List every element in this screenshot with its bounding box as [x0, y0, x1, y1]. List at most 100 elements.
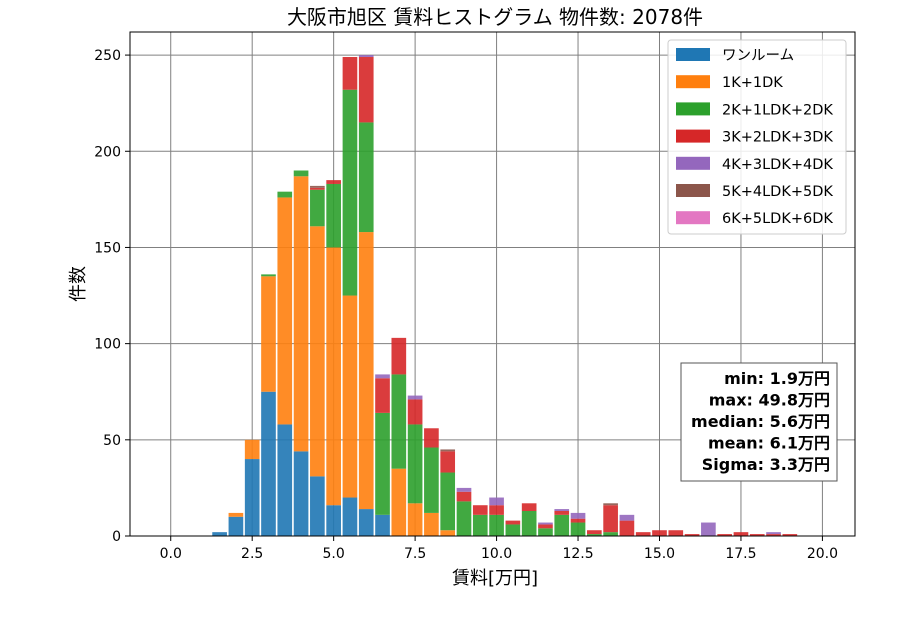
bar-segment [326, 183, 341, 248]
x-axis-label: 賃料[万円] [452, 568, 538, 589]
bar-segment [310, 189, 325, 227]
bar-segment [489, 497, 504, 506]
x-tick-label: 20.0 [807, 546, 838, 562]
bar-segment [342, 57, 358, 90]
bar-segment [554, 509, 570, 511]
stats-line: median: 5.6万円 [691, 412, 830, 431]
bar-segment [668, 530, 684, 536]
bar-segment [342, 497, 358, 536]
bar-segment [619, 520, 635, 536]
x-tick-label: 7.5 [404, 546, 426, 562]
bar-segment [293, 170, 309, 177]
bar-segment [782, 534, 798, 536]
bar-segment [261, 276, 276, 392]
chart-title: 大阪市旭区 賃料ヒストグラム 物件数: 2078件 [287, 5, 703, 29]
bar-segment [603, 503, 618, 506]
bar-segment [570, 512, 586, 519]
bar-segment [456, 491, 472, 502]
y-tick-label: 200 [94, 144, 121, 160]
y-tick-label: 150 [94, 240, 121, 256]
legend-label: ワンルーム [722, 48, 794, 64]
x-tick-label: 2.5 [241, 546, 263, 562]
bar-segment [505, 520, 521, 525]
bar-segment [391, 374, 407, 469]
bar-segment [375, 374, 390, 379]
y-tick-label: 250 [94, 48, 121, 64]
bar-segment [456, 487, 472, 492]
bar-segment [277, 197, 293, 425]
bar-segment [326, 505, 341, 536]
y-axis-label: 件数 [68, 266, 89, 302]
bar-segment [261, 391, 276, 536]
bar-segment [244, 439, 260, 460]
bar-segment [538, 522, 553, 525]
bar-segment [538, 524, 553, 529]
legend: ワンルーム 1K+1DK 2K+1LDK+2DK 3K+2LDK+3DK 4K+3LDK… [667, 39, 847, 235]
x-tick-label: 12.5 [562, 546, 593, 562]
stats-line: max: 49.8万円 [709, 391, 830, 410]
bar-segment [472, 514, 488, 536]
bar-segment [358, 122, 374, 233]
bar-segment [358, 55, 374, 58]
bar-segment [766, 532, 781, 535]
stats-frame [680, 362, 838, 482]
bar-segment [310, 476, 325, 536]
x-tick-label: 15.0 [644, 546, 675, 562]
stats-line: min: 1.9万円 [724, 369, 830, 388]
bar-segment [603, 532, 618, 536]
y-tick-label: 0 [112, 529, 121, 545]
legend-label: 4K+3LDK+4DK [722, 157, 833, 173]
bar-segment [407, 424, 423, 504]
bar-segment [733, 532, 749, 536]
bar-segment [277, 191, 293, 198]
bar-segment [277, 424, 293, 536]
bar-segment [244, 459, 260, 536]
bar-segment [228, 512, 244, 517]
bar-segment [684, 534, 700, 536]
bar-segment [489, 514, 504, 536]
bar-segment [749, 534, 765, 536]
bar-segment [570, 518, 586, 523]
bar-segment [635, 532, 651, 536]
bar-segment [603, 505, 618, 533]
bar-segment [212, 532, 227, 536]
legend-swatch [676, 48, 710, 61]
bar-segment [586, 530, 602, 535]
bar-segment [440, 530, 456, 536]
bar-segment [358, 509, 374, 536]
bar-segment [440, 472, 456, 531]
bar-segment [489, 505, 504, 515]
bar-segment [310, 185, 325, 188]
bar-segment [456, 501, 472, 536]
bar-segment [310, 187, 325, 190]
bar-segment [358, 57, 374, 123]
bar-segment [358, 232, 374, 510]
bar-segment [538, 528, 553, 536]
bars-layer [212, 55, 798, 536]
x-tick-label: 17.5 [725, 546, 756, 562]
y-tick-label: 50 [103, 433, 121, 449]
stats-line: Sigma: 3.3万円 [702, 455, 830, 474]
bar-segment [407, 503, 423, 536]
bar-segment [766, 534, 781, 536]
x-tick-label: 5.0 [323, 546, 345, 562]
stats-line: mean: 6.1万円 [708, 434, 830, 453]
bar-segment [619, 514, 635, 521]
bar-segment [326, 247, 341, 506]
bar-segment [521, 510, 537, 536]
bar-segment [407, 399, 423, 425]
legend-label: 6K+5LDK+6DK [722, 211, 833, 227]
bar-segment [293, 451, 309, 536]
bar-segment [701, 522, 716, 536]
bar-segment [342, 89, 358, 296]
ticks-layer: 0.0 2.5 5.0 7.5 10.0 12.5 15.0 17.5 20.0 0 50 100 15… [94, 48, 838, 562]
bar-segment [521, 503, 537, 511]
bar-segment [342, 295, 358, 498]
bar-segment [326, 180, 341, 184]
bar-segment [505, 524, 521, 536]
bar-segment [472, 505, 488, 515]
bar-segment [440, 451, 456, 473]
y-tick-label: 100 [94, 337, 121, 353]
stats-box: min: 1.9万円 max: 49.8万円 median: 5.6万円 mean: … [680, 362, 838, 482]
